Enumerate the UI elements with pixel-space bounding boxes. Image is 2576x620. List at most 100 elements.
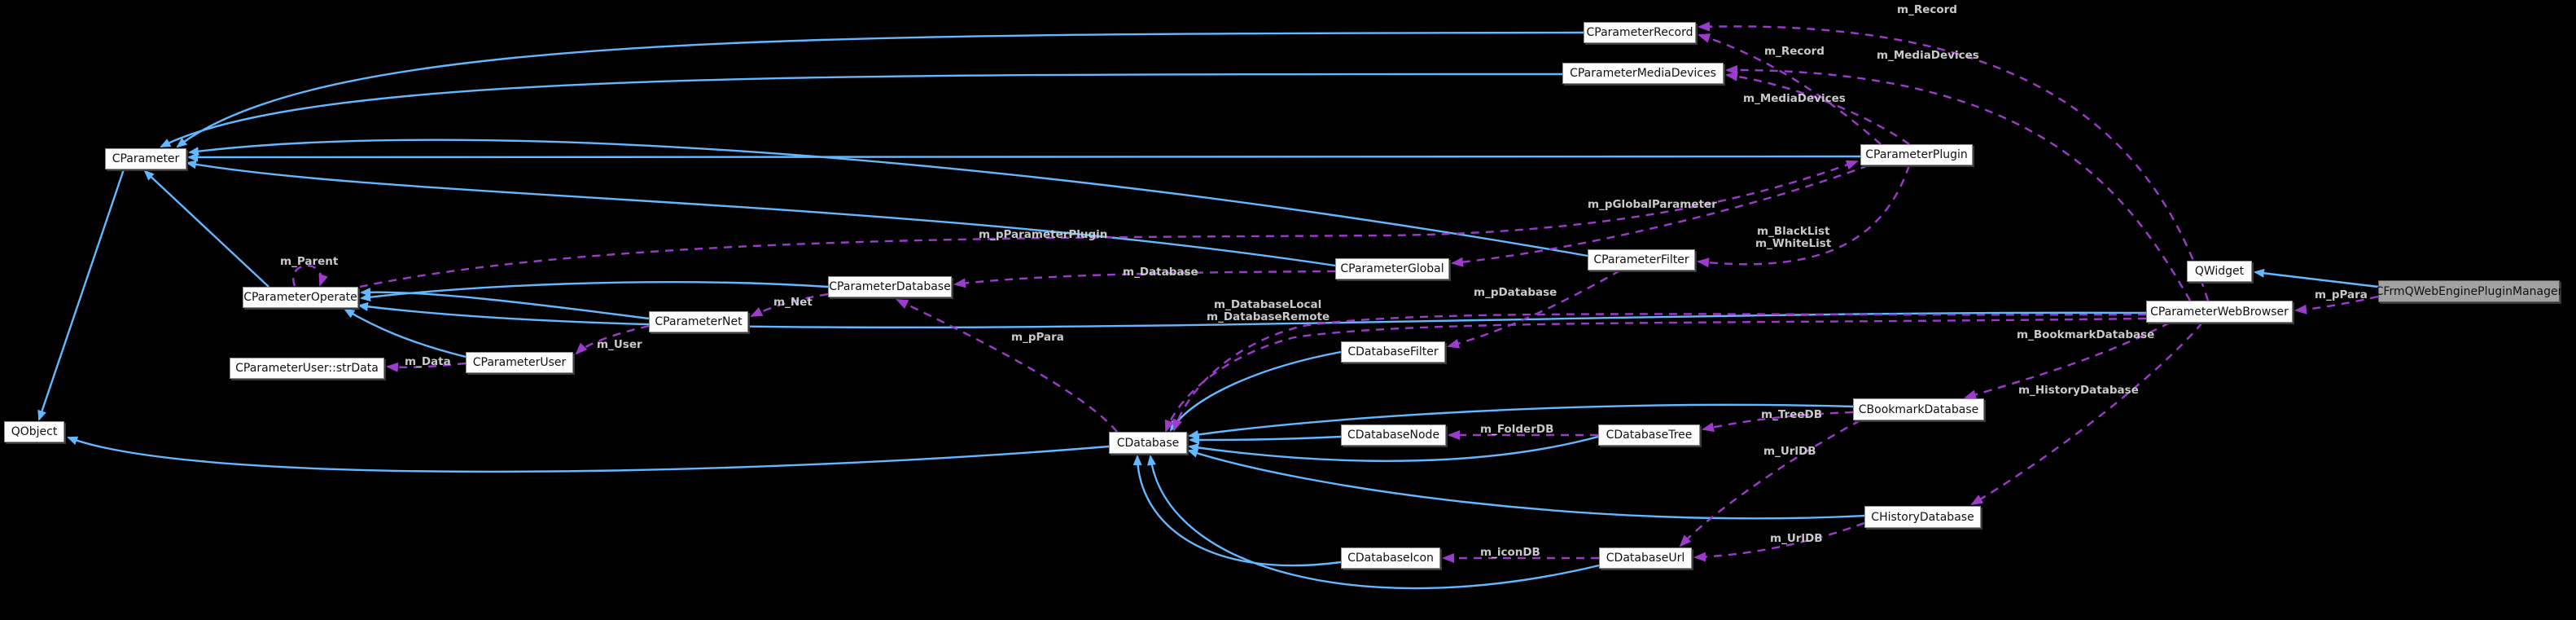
edge-inherit-CBookmarkDatabase-to-CDatabase [1188, 403, 1854, 439]
class-node-CHistoryDatabase[interactable]: CHistoryDatabase [1864, 506, 1981, 528]
class-node-label: CDatabaseIcon [1347, 552, 1434, 565]
edge-inherit-CDatabaseTree-to-CDatabase [1188, 435, 1599, 462]
edge-label-m_UrlDB: m_UrlDB [1770, 532, 1823, 545]
class-node-CParameterMediaDevices[interactable]: CParameterMediaDevices [1562, 63, 1724, 84]
class-node-label: CParameterOperate [243, 291, 357, 304]
edge-use-CParameterWebBrowser-to-CHistoryDatabase [1970, 322, 2203, 506]
edge-label-m_pGlobalParameter: m_pGlobalParameter [1588, 198, 1717, 211]
edge-label-m_pPara: m_pPara [2315, 288, 2368, 301]
edge-inherit-CHistoryDatabase-to-CDatabase [1187, 449, 1865, 520]
class-node-label: CDatabase [1116, 436, 1180, 450]
edge-inherit-CParameterPlugin-to-CParameter [187, 152, 1861, 162]
class-node-label: CDatabaseTree [1606, 429, 1693, 442]
edge-label-m_WhiteList: m_WhiteList [1755, 237, 1832, 250]
edge-use-CParameterWebBrowser-to-CDatabase [1172, 313, 2147, 432]
class-node-CDatabaseNode[interactable]: CDatabaseNode [1341, 424, 1446, 446]
class-node-CDatabaseTree[interactable]: CDatabaseTree [1598, 424, 1700, 446]
edge-label-m_Record: m_Record [1897, 3, 1957, 16]
edge-label-m_Net: m_Net [773, 296, 813, 309]
edge-label-m_MediaDevices: m_MediaDevices [1743, 92, 1846, 105]
class-node-CParameterPlugin[interactable]: CParameterPlugin [1860, 144, 1973, 165]
class-node-CDatabase[interactable]: CDatabase [1109, 432, 1187, 454]
edge-label-m_UrlDB: m_UrlDB [1763, 445, 1816, 458]
edge-use-CParameterWebBrowser-to-CParameterRecord [1698, 21, 2210, 301]
edge-inherit-CDatabaseUrl-to-CDatabase [1147, 455, 1600, 590]
class-node-QObject[interactable]: QObject [4, 421, 64, 442]
edge-use-CParameterNet-to-CParameterUser [575, 324, 650, 355]
edge-label-m_pParameterPlugin: m_pParameterPlugin [979, 228, 1107, 241]
edge-label-m_DatabaseRemote: m_DatabaseRemote [1207, 310, 1330, 323]
edge-label-m_HistoryDatabase: m_HistoryDatabase [2018, 384, 2139, 397]
edge-label-m_iconDB: m_iconDB [1480, 546, 1540, 559]
edge-use-CParameterOperate-to-CParameterOperate [292, 264, 328, 287]
edge-label-m_MediaDevices: m_MediaDevices [1877, 49, 1979, 62]
edge-use-CParameterPlugin-to-CParameterGlobal [1451, 164, 1869, 267]
edge-inherit-CParameterMediaDevices-to-CParameter [160, 73, 1563, 148]
class-node-label: CParameter [112, 152, 180, 165]
class-node-label: CParameterMediaDevices [1570, 67, 1716, 80]
edge-label-m_Database: m_Database [1123, 266, 1198, 279]
class-node-QWidget[interactable]: QWidget [2187, 261, 2252, 282]
class-node-CBookmarkDatabase[interactable]: CBookmarkDatabase [1853, 398, 1984, 420]
edge-inherit-CDatabase-to-QObject [67, 436, 1110, 473]
edge-use-CBookmarkDatabase-to-CDatabaseUrl [1679, 419, 1861, 547]
class-node-label: CDatabaseNode [1347, 429, 1440, 442]
edge-inherit-CParameterUser-to-CParameterOperate [344, 308, 467, 358]
class-node-label: CParameterDatabase [829, 280, 951, 293]
edge-use-CParameterPlugin-to-CParameterFilter [1697, 165, 1911, 268]
class-node-CParameter[interactable]: CParameter [105, 148, 186, 169]
class-node-label: CParameterRecord [1586, 26, 1693, 39]
class-node-label: QWidget [2194, 265, 2245, 278]
edge-use-CParameterWebBrowser-to-CDatabase [1164, 317, 2147, 433]
class-node-CParameterOperate[interactable]: CParameterOperate [243, 287, 358, 308]
edge-label-m_Parent: m_Parent [280, 255, 339, 268]
class-node-CParameterRecord[interactable]: CParameterRecord [1584, 22, 1696, 43]
class-node-label: CParameterUser::strData [235, 362, 379, 375]
edge-inherit-CParameterDatabase-to-CParameterOperate [360, 281, 829, 302]
class-node-label: CBookmarkDatabase [1858, 402, 1979, 416]
class-node-label: CHistoryDatabase [1871, 510, 1974, 524]
class-node-label: CParameterFilter [1593, 253, 1689, 266]
edge-use-CParameterFilter-to-CDatabaseFilter [1447, 269, 1621, 349]
class-node-label: CParameterNet [655, 315, 743, 328]
edge-use-CDatabase-to-CParameterDatabase [896, 298, 1118, 433]
edge-label-m_FolderDB: m_FolderDB [1480, 423, 1553, 436]
class-node-label: QObject [11, 425, 58, 438]
edge-inherit-CParameterNet-to-CParameterOperate [360, 288, 650, 320]
class-node-CParameterNet[interactable]: CParameterNet [649, 311, 748, 332]
class-node-CParameterWebBrowser[interactable]: CParameterWebBrowser [2146, 301, 2293, 323]
edge-use-CFrmQWebEnginePluginManager-to-CParameterWebBrowser [2294, 295, 2379, 314]
edge-label-m_User: m_User [597, 338, 642, 351]
class-node-CDatabaseUrl[interactable]: CDatabaseUrl [1599, 547, 1692, 569]
edge-inherit-CFrmQWebEnginePluginManager-to-QWidget [2254, 268, 2379, 288]
class-node-CParameterUser[interactable]: CParameterUser [466, 352, 573, 373]
edge-use-CParameterWebBrowser-to-CParameterMediaDevices [1725, 64, 2192, 301]
class-node-CParameterGlobal[interactable]: CParameterGlobal [1335, 258, 1449, 279]
class-node-CParameterDatabase[interactable]: CParameterDatabase [828, 276, 952, 297]
edge-use-CBookmarkDatabase-to-CDatabaseTree [1702, 411, 1854, 433]
edge-label-m_DatabaseLocal: m_DatabaseLocal [1214, 298, 1321, 311]
class-node-label: CParameterUser [472, 356, 567, 369]
edge-label-m_TreeDB: m_TreeDB [1761, 408, 1822, 421]
edge-inherit-CParameterOperate-to-CParameter [143, 169, 269, 288]
edge-label-m_BookmarkDatabase: m_BookmarkDatabase [2017, 328, 2154, 341]
edge-label-m_pDatabase: m_pDatabase [1474, 286, 1557, 299]
edge-inherit-CParameterWebBrowser-to-CParameterOperate [357, 301, 2147, 329]
edge-label-m_Data: m_Data [405, 355, 451, 368]
edge-inherit-CParameter-to-QObject [37, 169, 125, 421]
edge-use-CParameterOperate-to-CParameterPlugin [359, 160, 1859, 288]
class-node-CParameterFilter[interactable]: CParameterFilter [1588, 249, 1695, 270]
edge-inherit-CDatabaseIcon-to-CDatabase [1132, 455, 1342, 567]
edge-use-CParameterPlugin-to-CParameterMediaDevices [1725, 71, 1910, 145]
class-node-strData[interactable]: CParameterUser::strData [230, 358, 384, 379]
class-node-CFrmQWebEnginePluginManager[interactable]: CFrmQWebEnginePluginManager [2375, 280, 2563, 302]
class-node-label: CParameterPlugin [1865, 148, 1968, 161]
edge-inherit-CParameterRecord-to-CParameter [176, 31, 1584, 148]
class-node-CDatabaseFilter[interactable]: CDatabaseFilter [1341, 341, 1445, 363]
class-node-label: CFrmQWebEnginePluginManager [2375, 284, 2563, 298]
edge-label-m_Record: m_Record [1764, 45, 1825, 58]
edge-label-m_pPara: m_pPara [1011, 331, 1064, 344]
edge-use-CParameterGlobal-to-CParameterDatabase [953, 270, 1336, 288]
class-node-CDatabaseIcon[interactable]: CDatabaseIcon [1341, 547, 1440, 569]
